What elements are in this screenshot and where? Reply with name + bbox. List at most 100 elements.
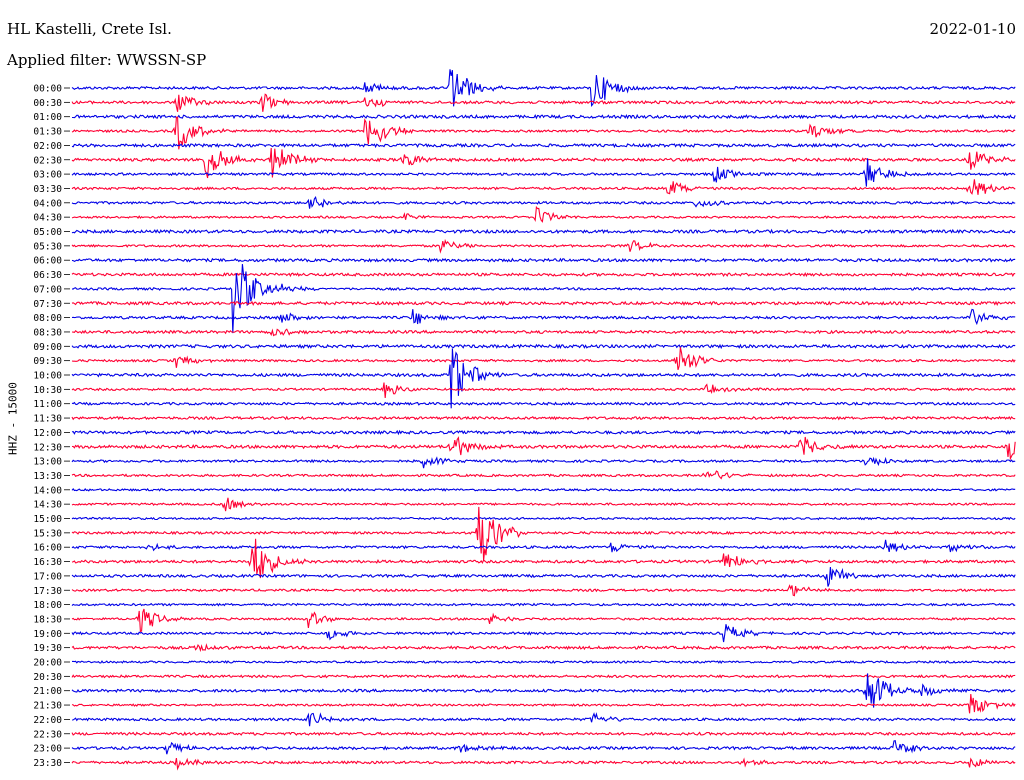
- trace-line-0830: [71, 328, 1016, 337]
- seismic-traces: [71, 69, 1016, 771]
- trace-line-2000: [72, 660, 1016, 665]
- trace-line-0530: [71, 238, 1016, 254]
- trace-line-1030: [71, 382, 1016, 398]
- trace-line-0130: [71, 116, 1016, 150]
- time-tick-label: 06:00: [33, 256, 62, 267]
- trace-line-2200: [71, 712, 1016, 727]
- trace-line-2100: [71, 673, 1016, 708]
- trace-line-0900: [71, 343, 1016, 350]
- trace-line-1600: [71, 539, 1016, 553]
- time-tick-label: 17:30: [33, 586, 62, 597]
- time-tick-labels: 00:00 00:30 01:00 01:30 02:00 02:30 03:00 03:30…: [33, 84, 70, 769]
- time-tick-label: 19:30: [33, 643, 62, 654]
- trace-line-1230: [71, 436, 1016, 461]
- time-tick-label: 01:00: [33, 112, 62, 123]
- time-tick-label: 10:30: [33, 385, 62, 396]
- trace-line-0100: [72, 113, 1016, 120]
- trace-line-0000: [71, 69, 1016, 107]
- time-tick-label: 14:00: [33, 485, 62, 496]
- trace-line-1000: [71, 348, 1016, 409]
- trace-line-0700: [71, 264, 1016, 334]
- trace-line-1900: [71, 624, 1016, 643]
- time-tick-label: 14:30: [33, 500, 62, 511]
- trace-line-2130: [71, 693, 1016, 714]
- time-tick-label: 11:00: [33, 399, 62, 410]
- trace-line-0300: [71, 158, 1016, 187]
- time-tick-label: 12:00: [33, 428, 62, 439]
- time-tick-label: 00:00: [33, 84, 62, 95]
- filter-label: Applied filter: WWSSN-SP: [7, 51, 207, 69]
- time-tick-label: 23:00: [33, 744, 62, 755]
- time-tick-label: 18:30: [33, 614, 62, 625]
- date-label: 2022-01-10: [929, 20, 1016, 38]
- trace-line-0630: [71, 272, 1016, 278]
- trace-line-0230: [71, 147, 1016, 179]
- time-tick-label: 04:30: [33, 213, 62, 224]
- time-tick-label: 00:30: [33, 98, 62, 109]
- trace-line-1530: [71, 506, 1016, 561]
- trace-line-1200: [71, 429, 1016, 436]
- time-tick-label: 20:30: [33, 672, 62, 683]
- trace-line-0330: [71, 179, 1016, 195]
- time-tick-label: 13:30: [33, 471, 62, 482]
- trace-line-2030: [71, 674, 1016, 679]
- time-tick-label: 19:00: [33, 629, 62, 640]
- time-tick-label: 11:30: [33, 414, 62, 425]
- trace-line-1430: [71, 497, 1016, 512]
- trace-line-1730: [71, 584, 1016, 597]
- time-tick-label: 01:30: [33, 127, 62, 138]
- time-tick-label: 18:00: [33, 600, 62, 611]
- time-tick-label: 03:00: [33, 170, 62, 181]
- time-tick-label: 02:30: [33, 155, 62, 166]
- trace-line-1830: [71, 608, 1016, 633]
- trace-line-1330: [71, 470, 1016, 480]
- time-tick-label: 16:00: [33, 543, 62, 554]
- time-tick-label: 17:00: [33, 571, 62, 582]
- trace-line-2230: [71, 731, 1016, 737]
- time-tick-label: 02:00: [33, 141, 62, 152]
- trace-line-1400: [71, 487, 1016, 492]
- time-tick-label: 07:00: [33, 284, 62, 295]
- trace-line-2300: [71, 740, 1016, 755]
- time-tick-label: 12:30: [33, 442, 62, 453]
- time-tick-label: 06:30: [33, 270, 62, 281]
- time-tick-label: 20:00: [33, 658, 62, 669]
- trace-line-1700: [71, 566, 1016, 587]
- trace-line-0400: [71, 196, 1016, 209]
- time-tick-label: 13:00: [33, 457, 62, 468]
- trace-line-1300: [71, 456, 1016, 469]
- time-tick-label: 21:30: [33, 701, 62, 712]
- time-tick-label: 08:30: [33, 327, 62, 338]
- time-tick-label: 03:30: [33, 184, 62, 195]
- time-tick-label: 05:00: [33, 227, 62, 238]
- trace-line-0930: [71, 347, 1016, 370]
- trace-line-0030: [71, 93, 1016, 112]
- time-tick-label: 23:30: [33, 758, 62, 769]
- trace-line-1930: [71, 643, 1016, 653]
- trace-line-1630: [71, 538, 1016, 579]
- trace-line-0800: [71, 308, 1016, 326]
- trace-line-1800: [71, 602, 1016, 607]
- trace-line-2330: [71, 757, 1016, 771]
- time-tick-label: 16:30: [33, 557, 62, 568]
- trace-line-0730: [71, 300, 1016, 307]
- trace-line-1500: [71, 516, 1016, 521]
- time-tick-label: 21:00: [33, 686, 62, 697]
- trace-line-0600: [71, 257, 1016, 263]
- time-tick-label: 22:00: [33, 715, 62, 726]
- trace-line-1130: [71, 415, 1016, 421]
- time-tick-label: 05:30: [33, 241, 62, 252]
- time-tick-label: 22:30: [33, 729, 62, 740]
- trace-line-0200: [71, 142, 1016, 149]
- trace-line-0430: [71, 205, 1016, 223]
- trace-line-0500: [71, 228, 1016, 235]
- time-tick-label: 07:30: [33, 299, 62, 310]
- trace-line-1100: [71, 401, 1016, 406]
- time-tick-label: 08:00: [33, 313, 62, 324]
- time-tick-label: 04:00: [33, 198, 62, 209]
- time-tick-label: 15:30: [33, 528, 62, 539]
- time-tick-label: 09:00: [33, 342, 62, 353]
- time-tick-label: 10:00: [33, 371, 62, 382]
- time-tick-label: 09:30: [33, 356, 62, 367]
